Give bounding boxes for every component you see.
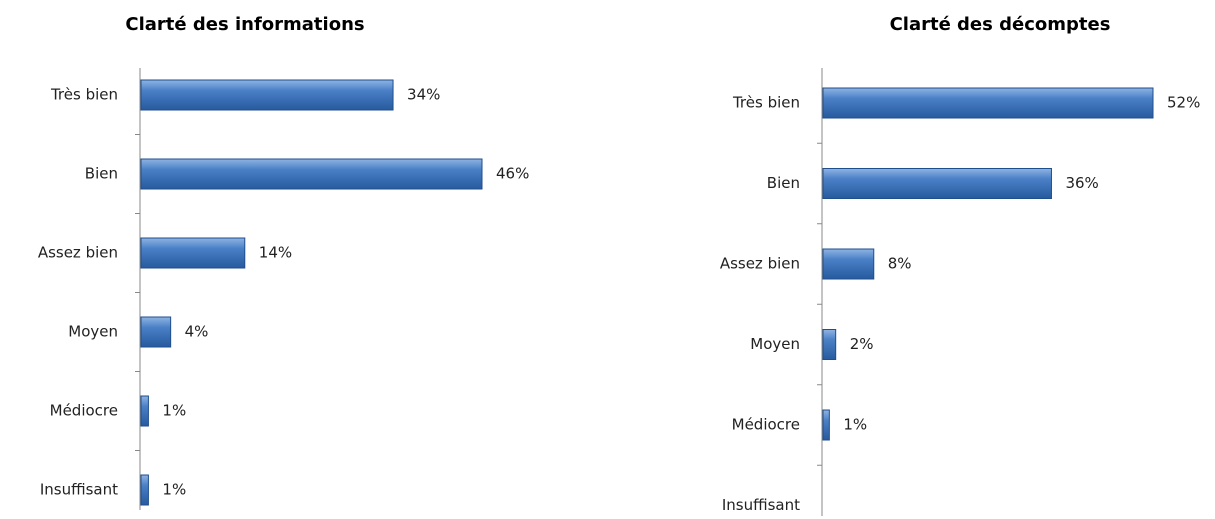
chart-title: Clarté des informations xyxy=(125,14,364,35)
bar xyxy=(140,79,394,111)
value-label: 1% xyxy=(162,402,186,420)
category-label: Bien xyxy=(85,165,118,183)
value-label: 1% xyxy=(843,416,867,434)
category-label: Bien xyxy=(767,174,800,192)
value-label: 8% xyxy=(888,255,912,273)
category-label: Médiocre xyxy=(732,416,800,434)
value-label: 36% xyxy=(1065,174,1098,192)
category-label: Assez bien xyxy=(38,244,118,262)
bar xyxy=(140,158,483,190)
category-label: Insuffisant xyxy=(40,481,118,499)
bar xyxy=(822,87,1154,119)
category-label: Insuffisant xyxy=(722,496,800,514)
value-label: 1% xyxy=(162,481,186,499)
category-label: Très bien xyxy=(732,94,800,112)
value-label: 34% xyxy=(407,86,440,104)
value-label: 52% xyxy=(1167,94,1200,112)
bar xyxy=(822,329,837,360)
category-label: Moyen xyxy=(68,323,118,341)
bar xyxy=(140,474,149,506)
value-label: 4% xyxy=(185,323,209,341)
value-label: 14% xyxy=(259,244,292,262)
category-label: Très bien xyxy=(50,86,118,104)
bar xyxy=(140,395,149,427)
chart-title: Clarté des décomptes xyxy=(890,14,1111,35)
value-label: 46% xyxy=(496,165,529,183)
value-label: 2% xyxy=(850,335,874,353)
category-label: Moyen xyxy=(750,335,800,353)
bar xyxy=(822,409,830,441)
bar xyxy=(822,168,1052,199)
bar xyxy=(140,316,172,348)
bar xyxy=(140,237,246,269)
category-label: Médiocre xyxy=(50,402,118,420)
category-label: Assez bien xyxy=(720,255,800,273)
bar xyxy=(822,248,875,280)
